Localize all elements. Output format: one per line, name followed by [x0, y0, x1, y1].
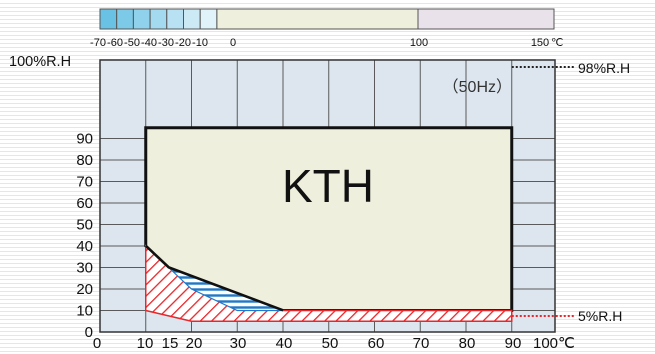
temperature-tick: -40 — [141, 37, 157, 49]
y-tick: 70 — [76, 174, 93, 191]
y-tick: 30 — [76, 260, 93, 277]
y-tick: 20 — [76, 281, 93, 298]
x-tick: 50 — [322, 335, 339, 352]
y-tick: 40 — [76, 238, 93, 255]
y-tick: 90 — [76, 131, 93, 148]
x-tick: 60 — [368, 335, 385, 352]
y-axis-top-label: 100%R.H — [9, 54, 71, 70]
cold-scale-cell — [183, 8, 201, 30]
x-tick: 30 — [230, 335, 247, 352]
lower-humidity-label: 5%R.H — [578, 308, 622, 324]
cold-scale-cell — [99, 8, 118, 30]
y-tick: 10 — [76, 303, 93, 320]
cold-scale-cell — [199, 8, 218, 30]
y-tick: 50 — [76, 217, 93, 234]
plot-border — [99, 59, 556, 333]
y-tick: 80 — [76, 152, 93, 169]
x-tick: 20 — [186, 335, 203, 352]
boundary-curve — [144, 245, 284, 312]
y-tick: 0 — [85, 324, 93, 341]
upper-humidity-label: 98%R.H — [578, 60, 630, 76]
x-tick: 70 — [413, 335, 430, 352]
temperature-scale-bar — [99, 8, 555, 30]
x-axis-tick-labels: 0 10 15 20 30 40 50 60 70 80 90 — [93, 335, 522, 352]
temperature-tick: 100 — [410, 37, 428, 49]
cold-scale-cell — [149, 8, 168, 30]
cold-scale-cell — [132, 8, 151, 30]
cold-scale-cell — [116, 8, 134, 30]
cold-scale-cell — [166, 8, 185, 30]
x-tick: 40 — [276, 335, 293, 352]
temperature-tick: -70 — [90, 37, 106, 49]
x-tick: 0 — [93, 335, 101, 352]
temperature-tick: -30 — [158, 37, 174, 49]
temperature-tick: -50 — [124, 37, 140, 49]
x-tick: 15 — [162, 335, 179, 352]
y-axis-tick-labels: 0 10 20 30 40 50 60 70 80 90 — [76, 131, 93, 342]
frequency-label: （50Hz） — [443, 78, 512, 96]
temperature-tick: -20 — [175, 37, 191, 49]
temperature-unit: ℃ — [551, 37, 563, 49]
hot-scale-segment — [417, 8, 555, 30]
x-tick: 80 — [459, 335, 476, 352]
y-tick: 60 — [76, 195, 93, 212]
mid-scale-segment — [216, 8, 419, 30]
temperature-tick: 0 — [230, 37, 236, 49]
temperature-tick-labels: -70 -60 -50 -40 -30 -20 -10 0 100 150 ℃ — [90, 37, 563, 49]
x-tick: 10 — [137, 335, 154, 352]
temperature-tick: -60 — [107, 37, 123, 49]
temperature-tick: -10 — [192, 37, 208, 49]
model-name: KTH — [282, 160, 374, 212]
x-tick: 90 — [505, 335, 522, 352]
temperature-tick: 150 — [531, 37, 549, 49]
x-axis-unit-label: 100℃ — [533, 335, 575, 352]
